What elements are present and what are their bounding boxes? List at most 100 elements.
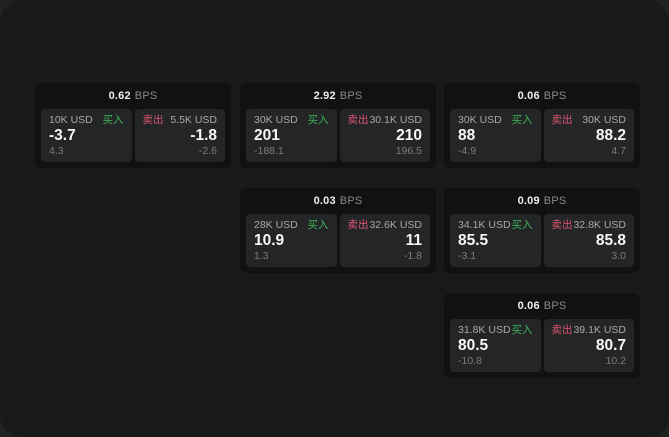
buy-header-row: 28K USD 买入 — [254, 220, 329, 231]
sell-amount: 39.1K USD — [573, 324, 626, 336]
sell-delta: -1.8 — [403, 250, 422, 263]
buy-header-row: 30K USD 买入 — [458, 115, 533, 126]
buy-amount: 30K USD — [458, 114, 502, 126]
sell-amount: 32.8K USD — [573, 219, 626, 231]
quote-card-6: 0.06 BPS 31.8K USD 买入 80.5 -10.8 卖出 39.1… — [444, 293, 640, 378]
buy-amount: 30K USD — [254, 114, 298, 126]
quote-card-1: 0.62 BPS 10K USD 买入 -3.7 4.3 卖出 5.5K USD… — [35, 83, 231, 168]
bps-value: 0.09 — [517, 195, 540, 207]
buy-side-label: 买入 — [511, 219, 533, 231]
bps-header: 0.62 BPS — [35, 83, 231, 109]
sell-price: 80.7 — [595, 336, 626, 354]
bps-value: 0.06 — [517, 300, 540, 312]
buy-panel[interactable]: 28K USD 买入 10.9 1.3 — [246, 214, 337, 267]
buy-price: -3.7 — [49, 126, 76, 144]
bps-value: 0.06 — [517, 90, 540, 102]
sell-price: 11 — [405, 231, 422, 249]
sell-price: -1.8 — [190, 126, 217, 144]
sell-side-label: 卖出 — [347, 114, 369, 126]
sell-price: 88.2 — [595, 126, 626, 144]
sell-delta: 4.7 — [611, 145, 626, 158]
buy-header-row: 34.1K USD 买入 — [458, 220, 533, 231]
side-panels: 34.1K USD 买入 85.5 -3.1 卖出 32.8K USD 85.8… — [444, 214, 640, 273]
sell-price: 210 — [396, 126, 422, 144]
quote-card-5: 0.09 BPS 34.1K USD 买入 85.5 -3.1 卖出 32.8K… — [444, 188, 640, 273]
buy-delta: -188.1 — [254, 145, 284, 158]
bps-value: 0.62 — [108, 90, 131, 102]
sell-panel[interactable]: 卖出 32.8K USD 85.8 3.0 — [543, 214, 634, 267]
buy-amount: 34.1K USD — [458, 219, 511, 231]
sell-header-row: 卖出 30.1K USD — [348, 115, 423, 126]
buy-price: 85.5 — [458, 231, 489, 249]
sell-price: 85.8 — [595, 231, 626, 249]
sell-panel[interactable]: 卖出 30K USD 88.2 4.7 — [543, 109, 634, 162]
sell-panel[interactable]: 卖出 39.1K USD 80.7 10.2 — [543, 319, 634, 372]
side-panels: 30K USD 买入 88 -4.9 卖出 30K USD 88.2 4.7 — [444, 109, 640, 168]
buy-side-label: 买入 — [511, 324, 533, 336]
sell-panel[interactable]: 卖出 30.1K USD 210 196.5 — [339, 109, 430, 162]
buy-delta: -4.9 — [458, 145, 477, 158]
buy-side-label: 买入 — [307, 219, 329, 231]
buy-panel[interactable]: 10K USD 买入 -3.7 4.3 — [41, 109, 132, 162]
buy-panel[interactable]: 34.1K USD 买入 85.5 -3.1 — [450, 214, 541, 267]
sell-panel[interactable]: 卖出 5.5K USD -1.8 -2.6 — [134, 109, 225, 162]
sell-header-row: 卖出 32.6K USD — [348, 220, 423, 231]
sell-amount: 32.6K USD — [369, 219, 422, 231]
buy-amount: 10K USD — [49, 114, 93, 126]
sell-side-label: 卖出 — [347, 219, 369, 231]
bps-unit-label: BPS — [339, 90, 363, 102]
sell-header-row: 卖出 5.5K USD — [143, 115, 218, 126]
bps-unit-label: BPS — [543, 90, 567, 102]
bps-unit-label: BPS — [543, 300, 567, 312]
sell-side-label: 卖出 — [551, 219, 573, 231]
buy-price: 88 — [458, 126, 476, 144]
buy-amount: 28K USD — [254, 219, 298, 231]
bps-unit-label: BPS — [339, 195, 363, 207]
buy-delta: -3.1 — [458, 250, 477, 263]
side-panels: 30K USD 买入 201 -188.1 卖出 30.1K USD 210 1… — [240, 109, 436, 168]
sell-amount: 5.5K USD — [170, 114, 217, 126]
quote-card-2: 2.92 BPS 30K USD 买入 201 -188.1 卖出 30.1K … — [240, 83, 436, 168]
bps-value: 0.03 — [313, 195, 336, 207]
bps-header: 0.03 BPS — [240, 188, 436, 214]
quote-card-4: 0.03 BPS 28K USD 买入 10.9 1.3 卖出 32.6K US… — [240, 188, 436, 273]
buy-price: 201 — [254, 126, 280, 144]
sell-delta: -2.6 — [198, 145, 217, 158]
buy-price: 10.9 — [254, 231, 285, 249]
sell-header-row: 卖出 39.1K USD — [552, 325, 627, 336]
bps-header: 0.09 BPS — [444, 188, 640, 214]
sell-delta: 3.0 — [611, 250, 626, 263]
buy-side-label: 买入 — [307, 114, 329, 126]
buy-panel[interactable]: 30K USD 买入 88 -4.9 — [450, 109, 541, 162]
side-panels: 28K USD 买入 10.9 1.3 卖出 32.6K USD 11 -1.8 — [240, 214, 436, 273]
buy-header-row: 31.8K USD 买入 — [458, 325, 533, 336]
sell-panel[interactable]: 卖出 32.6K USD 11 -1.8 — [339, 214, 430, 267]
buy-header-row: 30K USD 买入 — [254, 115, 329, 126]
side-panels: 10K USD 买入 -3.7 4.3 卖出 5.5K USD -1.8 -2.… — [35, 109, 231, 168]
buy-side-label: 买入 — [511, 114, 533, 126]
bps-value: 2.92 — [313, 90, 336, 102]
sell-delta: 196.5 — [395, 145, 422, 158]
buy-delta: 4.3 — [49, 145, 64, 158]
sell-header-row: 卖出 32.8K USD — [552, 220, 627, 231]
sell-amount: 30.1K USD — [369, 114, 422, 126]
buy-delta: -10.8 — [458, 355, 482, 368]
sell-side-label: 卖出 — [551, 324, 573, 336]
buy-delta: 1.3 — [254, 250, 269, 263]
sell-delta: 10.2 — [605, 355, 626, 368]
sell-side-label: 卖出 — [551, 114, 573, 126]
buy-panel[interactable]: 31.8K USD 买入 80.5 -10.8 — [450, 319, 541, 372]
bps-unit-label: BPS — [134, 90, 158, 102]
bps-unit-label: BPS — [543, 195, 567, 207]
sell-amount: 30K USD — [582, 114, 626, 126]
buy-price: 80.5 — [458, 336, 489, 354]
buy-header-row: 10K USD 买入 — [49, 115, 124, 126]
buy-amount: 31.8K USD — [458, 324, 511, 336]
bps-header: 0.06 BPS — [444, 83, 640, 109]
quote-card-3: 0.06 BPS 30K USD 买入 88 -4.9 卖出 30K USD 8… — [444, 83, 640, 168]
bps-header: 0.06 BPS — [444, 293, 640, 319]
buy-panel[interactable]: 30K USD 买入 201 -188.1 — [246, 109, 337, 162]
bps-header: 2.92 BPS — [240, 83, 436, 109]
buy-side-label: 买入 — [102, 114, 124, 126]
